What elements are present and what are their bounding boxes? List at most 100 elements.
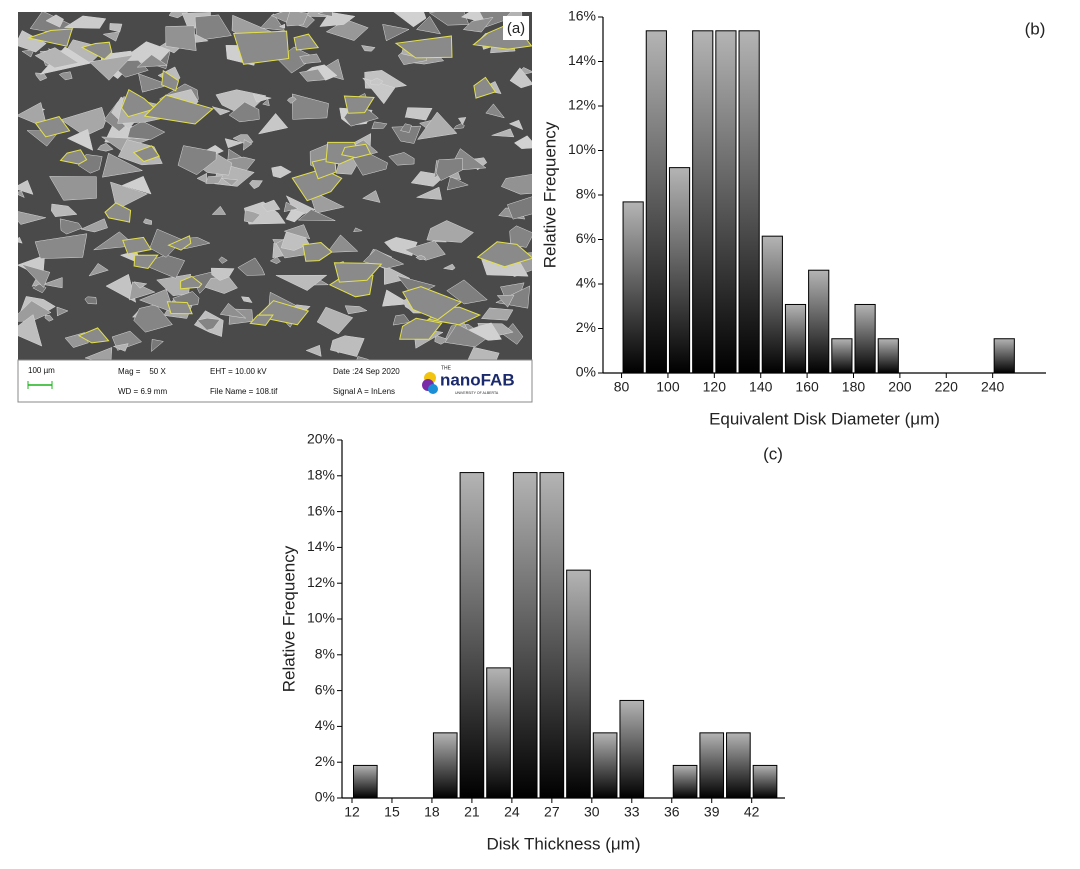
bar	[619, 699, 645, 799]
x-tick-label: 12	[344, 804, 360, 820]
bar	[831, 338, 853, 374]
particle	[369, 77, 384, 86]
logo-top: THE	[441, 365, 452, 371]
particle	[49, 176, 97, 201]
outlined-particle	[80, 41, 113, 60]
particle	[257, 113, 289, 135]
y-tick-label: 12%	[307, 574, 335, 590]
particle	[404, 240, 446, 261]
y-tick-label: 6%	[576, 230, 596, 246]
y-tick-label: 16%	[568, 8, 596, 24]
particle	[60, 106, 107, 137]
particle	[138, 288, 175, 314]
particle	[18, 190, 25, 198]
particle	[112, 343, 129, 352]
particle	[21, 49, 35, 58]
particle	[244, 209, 261, 224]
particles	[18, 12, 532, 360]
particle	[110, 181, 149, 210]
y-tick-label: 6%	[315, 681, 335, 697]
x-axis-title: Disk Thickness (μm)	[487, 834, 641, 853]
outlined-particle	[293, 33, 320, 51]
outlined-particle	[77, 327, 110, 344]
x-tick-label: 240	[981, 379, 1005, 395]
outlined-particle	[341, 143, 372, 159]
x-tick-label: 200	[888, 379, 912, 395]
particle	[142, 218, 153, 225]
y-axis-title: Relative Frequency	[279, 545, 298, 692]
x-tick-label: 140	[749, 379, 773, 395]
bar	[761, 235, 783, 374]
particle	[485, 103, 506, 119]
particle	[205, 175, 224, 184]
particle	[59, 218, 83, 235]
particle	[18, 236, 23, 244]
scale-bar-label: 100 µm	[28, 366, 55, 375]
particle	[457, 117, 467, 126]
signal: Signal A = InLens	[333, 387, 395, 396]
particle	[129, 281, 156, 301]
particle	[446, 279, 488, 305]
sem-image: (a) 100 µm Mag = 50 X WD = 6.9 mm EHT = …	[17, 12, 533, 403]
histogram-chart: 0% 2% 4% 6% 8% 10% 12% 14% 16% 18% 20% 12 15 18 21 24 27…	[279, 431, 785, 853]
date: Date :24 Sep 2020	[333, 367, 400, 376]
particle	[502, 323, 524, 345]
particle	[462, 16, 494, 33]
bar	[699, 732, 725, 799]
particle	[416, 111, 458, 140]
logo: nanoFAB	[440, 370, 515, 389]
particle	[404, 107, 433, 121]
particle	[317, 12, 333, 17]
particle	[278, 23, 286, 29]
particle	[344, 305, 368, 315]
particle	[51, 203, 78, 217]
particle	[259, 13, 286, 31]
particle	[151, 339, 164, 353]
outlined-particle	[34, 116, 71, 138]
outlined-particle	[59, 149, 88, 165]
particle	[299, 68, 326, 82]
particle	[415, 186, 442, 200]
particle	[480, 307, 514, 321]
bar	[877, 338, 899, 374]
y-tick-label: 14%	[568, 52, 596, 68]
particle	[426, 220, 474, 243]
particle	[218, 256, 228, 264]
particle	[292, 93, 329, 120]
particle	[34, 233, 88, 259]
bar	[459, 472, 485, 799]
bar	[752, 764, 778, 799]
particle	[371, 121, 388, 129]
bar	[622, 201, 644, 374]
y-tick-label: 2%	[315, 753, 335, 769]
particle	[388, 152, 415, 166]
particle	[18, 30, 47, 53]
x-tick-label: 30	[584, 804, 600, 820]
outlined-particle	[233, 30, 290, 65]
mag: Mag = 50 X	[118, 367, 166, 376]
particle	[415, 15, 442, 35]
outlined-particle	[394, 35, 453, 59]
particle	[362, 190, 381, 203]
particle	[446, 176, 469, 191]
particle	[434, 334, 450, 345]
histogram-chart: 0% 2% 4% 6% 8% 10% 12% 14% 16% 80 100 120 140 160 180 2…	[540, 8, 1046, 428]
outlined-particle	[249, 314, 274, 326]
particle	[84, 296, 97, 305]
outlined-particle	[122, 236, 152, 255]
outlined-particle	[132, 145, 160, 163]
bar	[993, 338, 1015, 374]
particle	[228, 101, 260, 123]
outlined-particle	[121, 88, 157, 118]
outlined-particle	[399, 317, 443, 340]
bar	[566, 569, 591, 799]
x-tick-label: 36	[664, 804, 680, 820]
particle	[269, 256, 281, 264]
particle	[44, 314, 54, 322]
particle	[329, 335, 365, 357]
bar	[645, 30, 667, 374]
bar	[854, 303, 876, 374]
particle	[133, 304, 173, 333]
particle	[500, 174, 532, 195]
